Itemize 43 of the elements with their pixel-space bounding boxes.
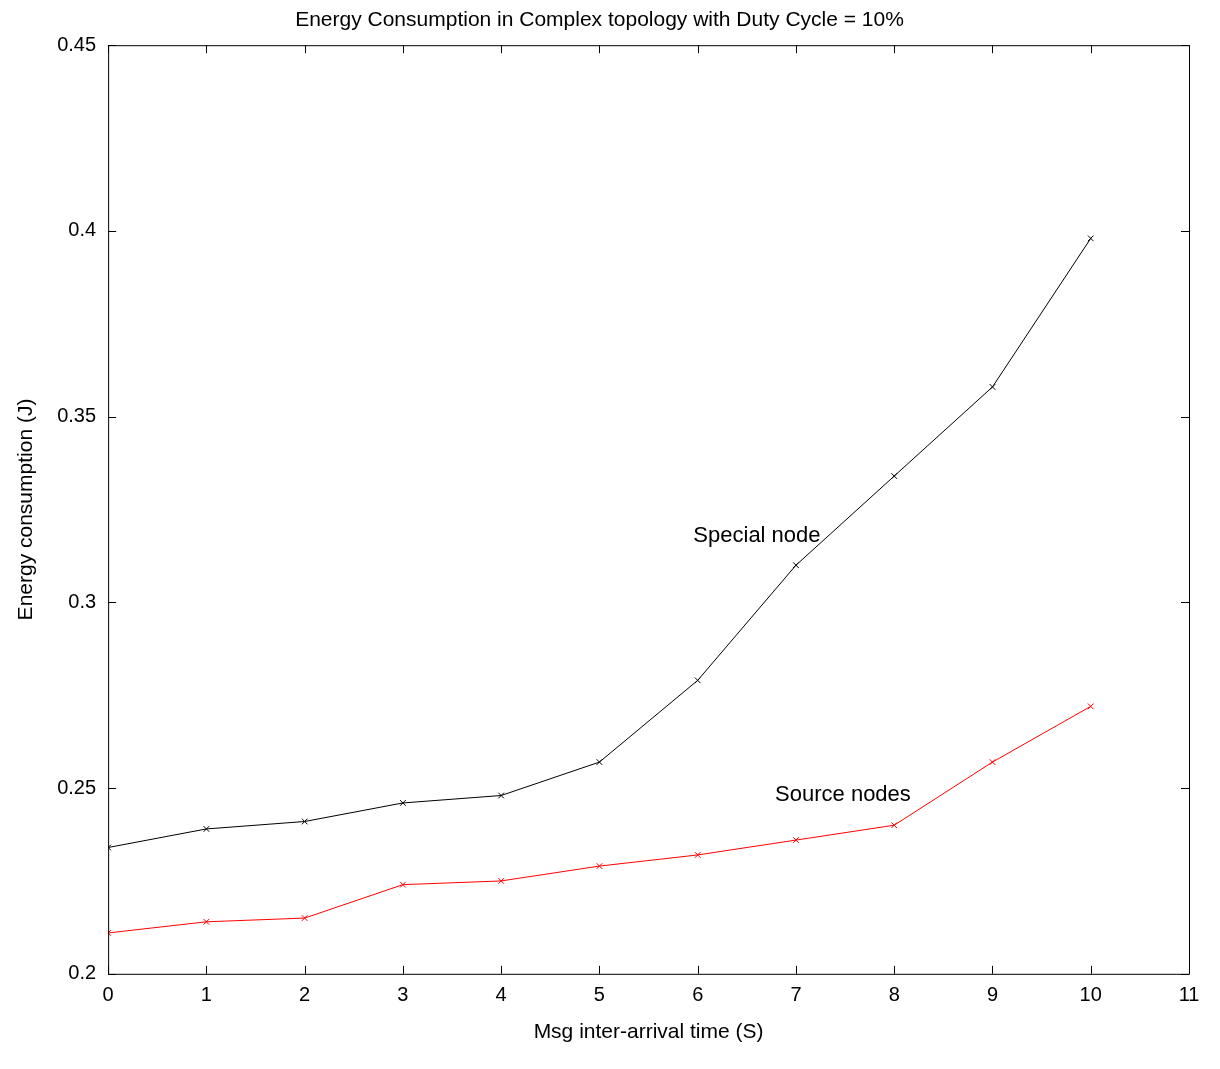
point	[301, 914, 308, 922]
point	[792, 561, 800, 569]
x-tick-label: 5	[593, 983, 605, 1006]
y-axis-title: Energy consumption (J)	[13, 398, 37, 621]
x-tick-label: 0	[102, 983, 114, 1006]
x-axis-title: Msg inter-arrival time (S)	[533, 1019, 764, 1043]
point	[596, 758, 603, 766]
point	[399, 799, 407, 807]
x-tick-label: 4	[495, 983, 507, 1006]
point	[1087, 235, 1095, 242]
x-tick-label: 3	[397, 983, 409, 1006]
y-tick-label: 0.4	[68, 218, 97, 241]
point	[596, 862, 603, 870]
x-tick-label: 7	[790, 983, 802, 1006]
point	[203, 825, 210, 833]
point	[989, 758, 996, 766]
series-label: Special node	[693, 522, 821, 548]
x-tick-label: 10	[1079, 983, 1102, 1006]
point	[497, 792, 505, 799]
x-tick-label: 11	[1178, 983, 1200, 1006]
x-tick-label: 8	[888, 983, 900, 1006]
x-tick-label: 1	[200, 983, 212, 1006]
y-tick-label: 0.25	[57, 775, 97, 798]
series-label: Source nodes	[775, 781, 911, 807]
point	[890, 821, 898, 829]
point	[203, 918, 210, 926]
y-tick-label: 0.35	[57, 404, 97, 427]
x-tick-label: 9	[986, 983, 999, 1006]
x-tick-label: 6	[692, 983, 704, 1006]
chart-title: Energy Consumption in Complex topology with Duty Cycle = 10%	[295, 7, 904, 31]
point	[792, 836, 800, 844]
y-tick-label: 0.45	[57, 32, 97, 55]
point	[1087, 703, 1095, 710]
point	[301, 818, 308, 825]
point	[399, 881, 407, 888]
point	[694, 851, 702, 859]
point	[497, 877, 505, 885]
y-tick-label: 0.2	[68, 961, 97, 984]
point	[989, 383, 996, 391]
point	[890, 472, 898, 480]
y-tick-label: 0.3	[68, 589, 97, 612]
point	[694, 677, 702, 684]
x-tick-label: 2	[299, 983, 311, 1006]
